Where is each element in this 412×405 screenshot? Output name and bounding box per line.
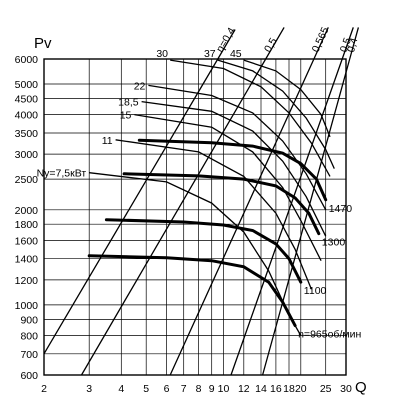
- plot-frame: [43, 58, 347, 376]
- x-tick-label: 14: [255, 383, 267, 395]
- speed-characteristics: n=965об/мин 1100 1300 1470: [87, 138, 361, 341]
- y-tick-label: 5000: [15, 79, 39, 91]
- y-tick-label: 2000: [15, 205, 39, 217]
- x-tick-label: 20: [295, 383, 307, 395]
- y-tick-label: 1200: [15, 275, 39, 287]
- speed-characteristic-label: 1300: [322, 237, 346, 249]
- power-curve: [115, 139, 313, 290]
- power-curve: [141, 100, 327, 237]
- efficiency-rays: η=0,4 0,5 0,565 0,50,4: [43, 25, 361, 376]
- x-tick-label: 12: [238, 383, 250, 395]
- efficiency-ray-extension: [217, 29, 236, 60]
- y-tick-label: 1000: [15, 300, 39, 312]
- x-tick-label: 18: [283, 383, 295, 395]
- power-curve: [170, 59, 331, 177]
- y-tick-label: 3000: [15, 149, 39, 161]
- speed-characteristic-label: 1470: [329, 203, 353, 215]
- x-tick-label: 9: [209, 383, 215, 395]
- x-tick-label: 4: [118, 383, 124, 395]
- y-tick-label: 1600: [15, 235, 39, 247]
- x-tick-label: 6: [164, 383, 170, 395]
- y-tick-labels: 600 700 800 900 1000 1200 1400 1600 1800 2000 2500…: [15, 54, 39, 382]
- x-tick-label: 10: [218, 383, 230, 395]
- y-tick-label: 3500: [15, 128, 39, 140]
- y-tick-label: 4000: [15, 110, 39, 122]
- efficiency-ray: [230, 58, 343, 376]
- power-curve-label: 45: [230, 48, 242, 60]
- power-curve: [243, 59, 331, 138]
- power-curve-label: 30: [156, 48, 168, 60]
- speed-characteristic-label: 1100: [304, 285, 327, 297]
- y-tick-label: 1400: [15, 254, 39, 266]
- y-tick-label: 1800: [15, 219, 39, 231]
- power-curve: [89, 172, 302, 336]
- power-curve-label: 11: [102, 135, 113, 147]
- x-tick-label: 3: [86, 383, 92, 395]
- speed-characteristic: [87, 254, 297, 328]
- y-tick-label: 900: [20, 314, 38, 326]
- speed-characteristic: [137, 138, 328, 202]
- y-axis-title: Pv: [34, 35, 52, 52]
- y-tick-label: 700: [20, 349, 38, 361]
- efficiency-ray-label: 0,4: [345, 36, 360, 53]
- y-tick-label: 600: [20, 370, 38, 382]
- x-tick-label: 8: [196, 383, 202, 395]
- speed-characteristic: [122, 172, 321, 236]
- power-curve: [148, 84, 327, 211]
- power-curve-label: Ny=7,5кВт: [37, 168, 87, 180]
- x-tick-label: 25: [320, 383, 332, 395]
- power-curve-label: 37: [204, 48, 216, 60]
- efficiency-ray-extension: [349, 27, 360, 60]
- power-curve-label: 15: [120, 110, 132, 122]
- speed-characteristic-label: n=965об/мин: [298, 329, 361, 341]
- x-tick-label: 5: [143, 383, 149, 395]
- x-axis-title: Q: [355, 379, 367, 396]
- y-tick-label: 6000: [15, 54, 39, 66]
- efficiency-ray-label: 0,565: [310, 25, 332, 54]
- x-tick-label: 7: [181, 383, 187, 395]
- y-tick-label: 4500: [15, 94, 39, 106]
- efficiency-ray: [261, 58, 351, 376]
- grid-lines: [43, 58, 347, 376]
- efficiency-ray: [169, 58, 315, 376]
- power-curve: [134, 113, 322, 261]
- power-curve: [217, 59, 335, 169]
- efficiency-ray-extension: [313, 27, 329, 60]
- x-tick-label: 16: [270, 383, 282, 395]
- efficiency-ray-label: 0,5: [338, 36, 354, 54]
- y-tick-label: 800: [20, 331, 38, 343]
- power-curve-label: 18,5: [118, 97, 139, 109]
- x-tick-labels: 2 3 4 5 6 7 8 9 10 12 14 16 18 20 25 30: [41, 383, 352, 395]
- x-tick-label: 30: [340, 383, 352, 395]
- power-curve-label: 22: [134, 80, 146, 92]
- y-tick-label: 2500: [15, 174, 39, 186]
- speed-characteristic: [104, 218, 303, 284]
- efficiency-ray: [80, 58, 267, 376]
- efficiency-ray-extension: [341, 27, 354, 60]
- x-tick-label: 2: [41, 383, 47, 395]
- efficiency-ray-extension: [265, 27, 285, 60]
